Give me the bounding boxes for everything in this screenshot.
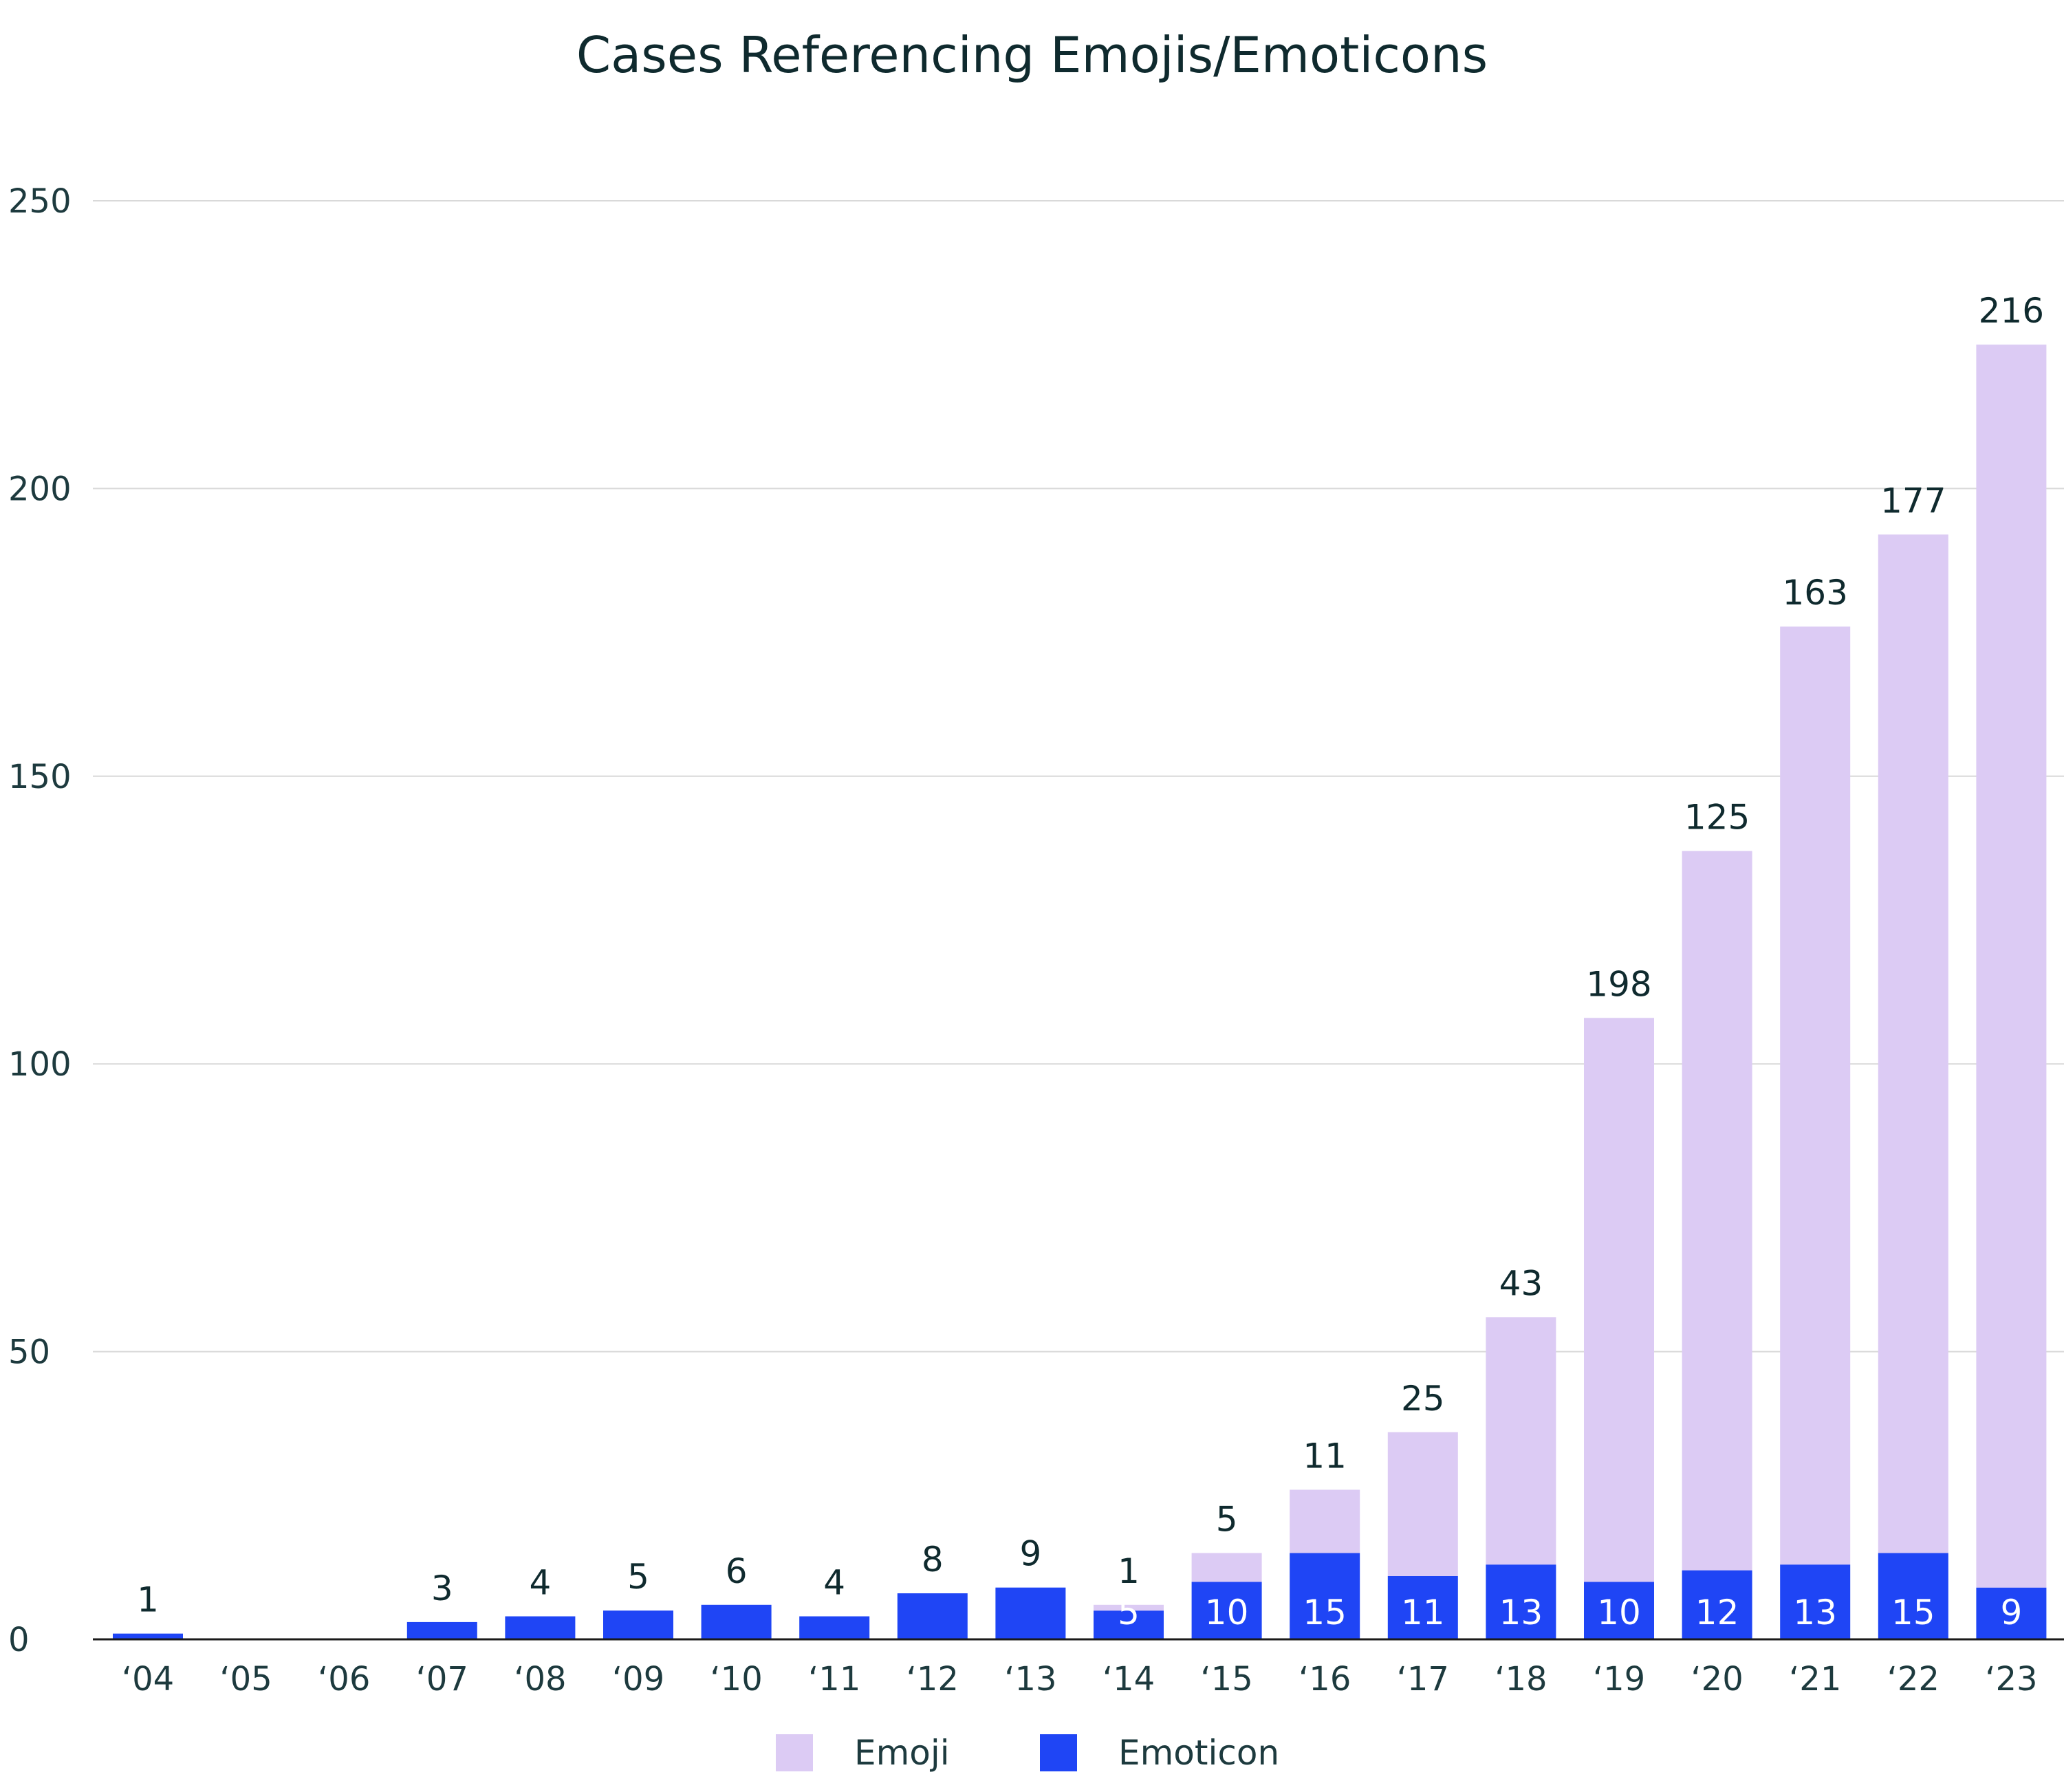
- x-tick-label: ‘17: [1397, 1660, 1449, 1698]
- bar-emoticon: [1682, 1570, 1752, 1639]
- total-label: 1: [1118, 1551, 1140, 1591]
- total-label: 4: [529, 1563, 551, 1603]
- x-tick-label: ‘13: [1004, 1660, 1056, 1698]
- bars: [113, 345, 2047, 1639]
- x-tick-label: ‘08: [514, 1660, 566, 1698]
- emoticon-value-label: 13: [1499, 1593, 1543, 1632]
- x-tick-label: ‘16: [1299, 1660, 1351, 1698]
- x-axis-tick-labels: ‘04 ‘05 ‘06 ‘07 ‘08 ‘09 ‘10 ‘11 ‘12 ‘13 ‘14 ‘15 ‘16 ‘…: [122, 1660, 2038, 1698]
- legend-item-emoticon: Emoticon: [1040, 1733, 1279, 1773]
- emoticon-value-label: 12: [1695, 1593, 1739, 1632]
- bar-emoticon: [1191, 1582, 1262, 1639]
- bar-emoticon: [897, 1593, 968, 1639]
- legend-swatch-emoticon: [1040, 1734, 1077, 1771]
- bar-emoji: [1976, 345, 2047, 1588]
- x-tick-label: ‘23: [1985, 1660, 2037, 1698]
- legend-label-emoji: Emoji: [854, 1733, 950, 1773]
- bar-emoji: [1094, 1604, 1164, 1611]
- total-label: 6: [726, 1551, 748, 1591]
- emoticon-value-label: 10: [1205, 1593, 1249, 1632]
- bar-emoticon: [113, 1633, 183, 1639]
- bar-emoticon: [1486, 1564, 1556, 1639]
- emoticon-value-label: 13: [1793, 1593, 1837, 1632]
- x-tick-label: ‘22: [1887, 1660, 1940, 1698]
- x-tick-label: ‘15: [1200, 1660, 1252, 1698]
- y-tick-label: 150: [8, 758, 72, 796]
- x-tick-label: ‘07: [416, 1660, 468, 1698]
- bar-emoticon: [995, 1587, 1066, 1639]
- bar-emoticon: [1584, 1582, 1654, 1639]
- bar-emoji: [1780, 626, 1851, 1565]
- bar-emoticon: [799, 1616, 870, 1639]
- x-tick-label: ‘11: [808, 1660, 860, 1698]
- total-label: 4: [823, 1563, 845, 1603]
- total-label: 25: [1401, 1379, 1445, 1419]
- bar-emoticon: [701, 1604, 772, 1639]
- bar-emoticon: [1290, 1553, 1360, 1639]
- total-label: 11: [1303, 1436, 1347, 1476]
- emoticon-value-label: 15: [1891, 1593, 1935, 1632]
- bar-emoji: [1191, 1553, 1262, 1582]
- total-label: 163: [1782, 573, 1847, 613]
- x-tick-label: ‘04: [122, 1660, 174, 1698]
- x-tick-label: ‘20: [1691, 1660, 1743, 1698]
- x-tick-label: ‘21: [1789, 1660, 1841, 1698]
- legend-item-emoji: Emoji: [776, 1733, 950, 1773]
- total-label: 9: [1019, 1534, 1041, 1574]
- total-label: 8: [922, 1540, 944, 1580]
- emoticon-value-label: 15: [1303, 1593, 1347, 1632]
- bar-emoticon: [1878, 1553, 1948, 1639]
- x-tick-label: ‘14: [1102, 1660, 1155, 1698]
- x-tick-label: ‘10: [710, 1660, 762, 1698]
- legend-swatch-emoji: [776, 1734, 813, 1771]
- x-tick-label: ‘05: [219, 1660, 272, 1698]
- x-tick-label: ‘18: [1495, 1660, 1547, 1698]
- y-tick-label: 200: [8, 470, 72, 508]
- total-label: 125: [1684, 798, 1750, 838]
- emoticon-value-label: 5: [1118, 1593, 1140, 1632]
- bar-emoji: [1290, 1489, 1360, 1553]
- emoticon-value-label: 11: [1401, 1593, 1445, 1632]
- bar-emoticon: [1780, 1564, 1851, 1639]
- total-label: 43: [1499, 1263, 1543, 1303]
- x-tick-label: ‘06: [318, 1660, 370, 1698]
- emoticon-value-label: 9: [2000, 1593, 2022, 1632]
- x-tick-label: ‘12: [906, 1660, 959, 1698]
- bar-emoji: [1682, 851, 1752, 1571]
- total-label: 1: [137, 1580, 159, 1620]
- bar-emoticon: [1094, 1610, 1164, 1639]
- emoticon-value-label: 10: [1597, 1593, 1641, 1632]
- y-tick-label: 100: [8, 1045, 72, 1084]
- chart-title: Cases Referencing Emojis/Emoticons: [576, 26, 1488, 84]
- x-tick-label: ‘09: [612, 1660, 664, 1698]
- legend: Emoji Emoticon: [0, 1733, 2064, 1774]
- x-tick-label: ‘19: [1593, 1660, 1645, 1698]
- y-tick-label: 0: [8, 1621, 30, 1659]
- y-axis-tick-labels: 0 50 100 150 200 250: [8, 182, 72, 1659]
- total-label: 3: [431, 1569, 453, 1608]
- y-tick-label: 250: [8, 182, 72, 221]
- legend-label-emoticon: Emoticon: [1118, 1733, 1280, 1773]
- total-label: 216: [1979, 291, 2044, 331]
- bar-emoticon: [1387, 1575, 1458, 1639]
- total-label: 5: [1216, 1499, 1238, 1539]
- bar-emoji: [1878, 534, 1948, 1553]
- total-label: 198: [1586, 964, 1651, 1004]
- bar-emoji: [1387, 1432, 1458, 1576]
- total-label: 177: [1880, 481, 1946, 521]
- bar-emoji: [1486, 1317, 1556, 1565]
- data-labels: 1 3 4 5 6 48 9 15510111525114313198101251216313…: [137, 291, 2044, 1632]
- bar-emoji: [1584, 1018, 1654, 1582]
- bar-emoticon: [603, 1610, 673, 1639]
- gridlines: [93, 200, 2064, 1353]
- bar-emoticon: [406, 1621, 477, 1639]
- y-tick-label: 50: [8, 1333, 50, 1372]
- bar-emoticon: [505, 1616, 576, 1639]
- bar-emoticon: [1976, 1587, 2047, 1639]
- total-label: 5: [627, 1557, 649, 1597]
